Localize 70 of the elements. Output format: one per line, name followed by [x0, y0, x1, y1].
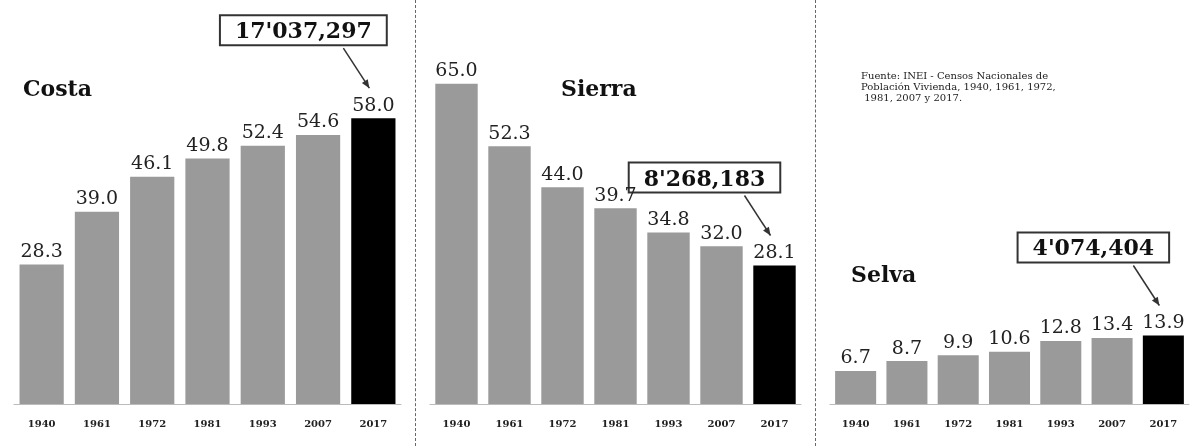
bar — [835, 370, 877, 404]
bar — [1142, 335, 1184, 404]
bar — [1040, 340, 1082, 404]
x-tick-label: 1940 — [27, 417, 56, 429]
bar — [19, 264, 64, 404]
bar — [647, 232, 690, 404]
bar — [886, 361, 928, 404]
x-tick-label: 1981 — [995, 417, 1024, 429]
chart-title: Sierra — [561, 75, 637, 101]
bar — [1091, 337, 1133, 404]
chart-title: Costa — [23, 75, 92, 101]
data-label: 52.4 — [241, 120, 284, 143]
data-label: 13.9 — [1142, 309, 1185, 332]
annotation: 8'268,183 — [643, 164, 766, 191]
bar — [988, 351, 1031, 404]
data-label: 52.3 — [488, 120, 531, 143]
data-label: 39.7 — [594, 182, 637, 205]
x-tick-label: 1993 — [248, 417, 277, 429]
data-label: 49.8 — [186, 133, 229, 156]
data-label: 54.6 — [296, 109, 340, 132]
data-label: 58.0 — [352, 92, 395, 115]
source-note: Fuente: INEI - Censos Nacionales de Población Vivienda, 1940, 1961, 1972, 1981, 2007 y 2017. — [861, 70, 1056, 103]
text: 4'074,404 — [1032, 234, 1155, 261]
bar — [488, 146, 531, 404]
data-label: 13.4 — [1090, 312, 1134, 335]
bar — [240, 145, 285, 404]
x-tick-label: 2017 — [1149, 417, 1178, 429]
bar — [351, 118, 396, 404]
data-label: 46.1 — [131, 151, 174, 174]
bar — [594, 208, 637, 404]
data-label: 32.0 — [700, 220, 743, 243]
x-tick-label: 1972 — [944, 417, 973, 429]
x-tick-label: 1993 — [1046, 417, 1075, 429]
x-tick-label: 1961 — [495, 417, 524, 429]
data-label: 44.0 — [541, 161, 584, 184]
x-tick-label: 1940 — [841, 417, 870, 429]
x-tick-label: 1993 — [654, 417, 683, 429]
data-label: 39.0 — [75, 186, 119, 209]
x-tick-label: 1981 — [193, 417, 222, 429]
data-label: 6.7 — [840, 345, 871, 368]
data-label: 65.0 — [435, 58, 478, 81]
data-label: 34.8 — [647, 206, 690, 229]
bar — [74, 211, 120, 404]
bar — [541, 187, 584, 404]
bar — [295, 134, 341, 404]
x-tick-label: 2007 — [1098, 417, 1127, 429]
bar — [130, 176, 175, 404]
x-tick-label: 2007 — [707, 417, 736, 429]
x-tick-label: 1972 — [548, 417, 577, 429]
x-tick-label: 1972 — [138, 417, 167, 429]
chart-title: Selva — [851, 261, 917, 287]
x-tick-label: 1940 — [442, 417, 471, 429]
data-label: 10.6 — [988, 326, 1031, 349]
x-tick-label: 2017 — [359, 417, 388, 429]
x-tick-label: 1961 — [83, 417, 111, 429]
bar — [937, 355, 979, 404]
text: 17'037,297 — [234, 17, 372, 44]
bar — [435, 83, 478, 404]
data-label: 28.1 — [753, 240, 796, 262]
x-tick-label: 1981 — [601, 417, 630, 429]
data-label: 28.3 — [20, 239, 63, 262]
x-tick-label: 2017 — [760, 417, 789, 429]
data-label: 12.8 — [1039, 315, 1082, 338]
data-label: 8.7 — [891, 335, 923, 358]
x-tick-label: 2007 — [304, 417, 333, 429]
bar — [753, 265, 796, 404]
x-tick-label: 1961 — [893, 417, 921, 429]
data-label: 9.9 — [943, 329, 974, 352]
bar — [185, 158, 230, 404]
bar — [700, 246, 743, 404]
